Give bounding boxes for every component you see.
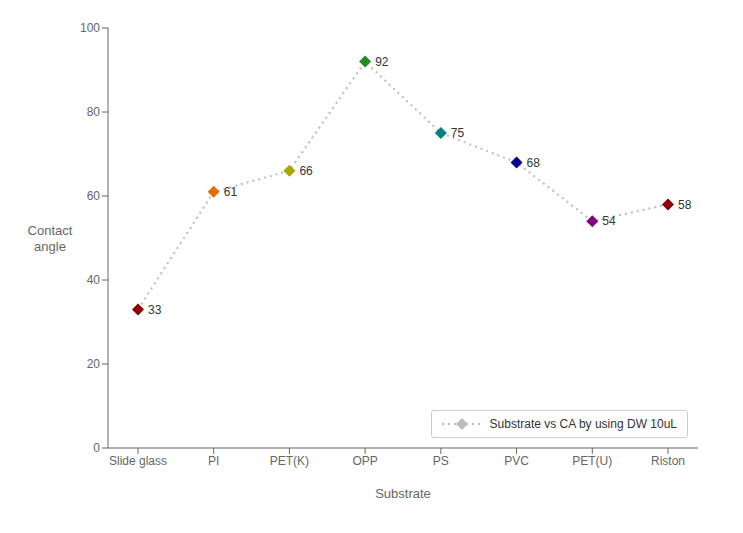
- svg-text:PS: PS: [433, 454, 449, 468]
- svg-text:Riston: Riston: [651, 454, 685, 468]
- svg-text:Substrate: Substrate: [375, 486, 431, 501]
- svg-text:20: 20: [87, 357, 101, 371]
- svg-text:54: 54: [602, 214, 616, 228]
- svg-text:Slide glass: Slide glass: [109, 454, 167, 468]
- svg-text:40: 40: [87, 273, 101, 287]
- svg-text:PVC: PVC: [504, 454, 529, 468]
- svg-text:OPP: OPP: [352, 454, 377, 468]
- svg-text:PET(U): PET(U): [572, 454, 612, 468]
- svg-text:PET(K): PET(K): [270, 454, 309, 468]
- svg-text:Contactangle: Contactangle: [28, 223, 73, 254]
- svg-text:75: 75: [451, 126, 465, 140]
- svg-text:80: 80: [87, 105, 101, 119]
- svg-text:100: 100: [80, 21, 100, 35]
- svg-text:68: 68: [527, 156, 541, 170]
- svg-text:58: 58: [678, 198, 692, 212]
- html-text:Substrate vs CA by using DW 10: Substrate vs CA by using DW 10uL: [489, 417, 677, 431]
- svg-text:61: 61: [224, 185, 238, 199]
- svg-text:PI: PI: [208, 454, 219, 468]
- svg-text:92: 92: [375, 55, 389, 69]
- svg-text:33: 33: [148, 303, 162, 317]
- svg-text:60: 60: [87, 189, 101, 203]
- svg-text:66: 66: [299, 164, 313, 178]
- svg-text:0: 0: [93, 441, 100, 455]
